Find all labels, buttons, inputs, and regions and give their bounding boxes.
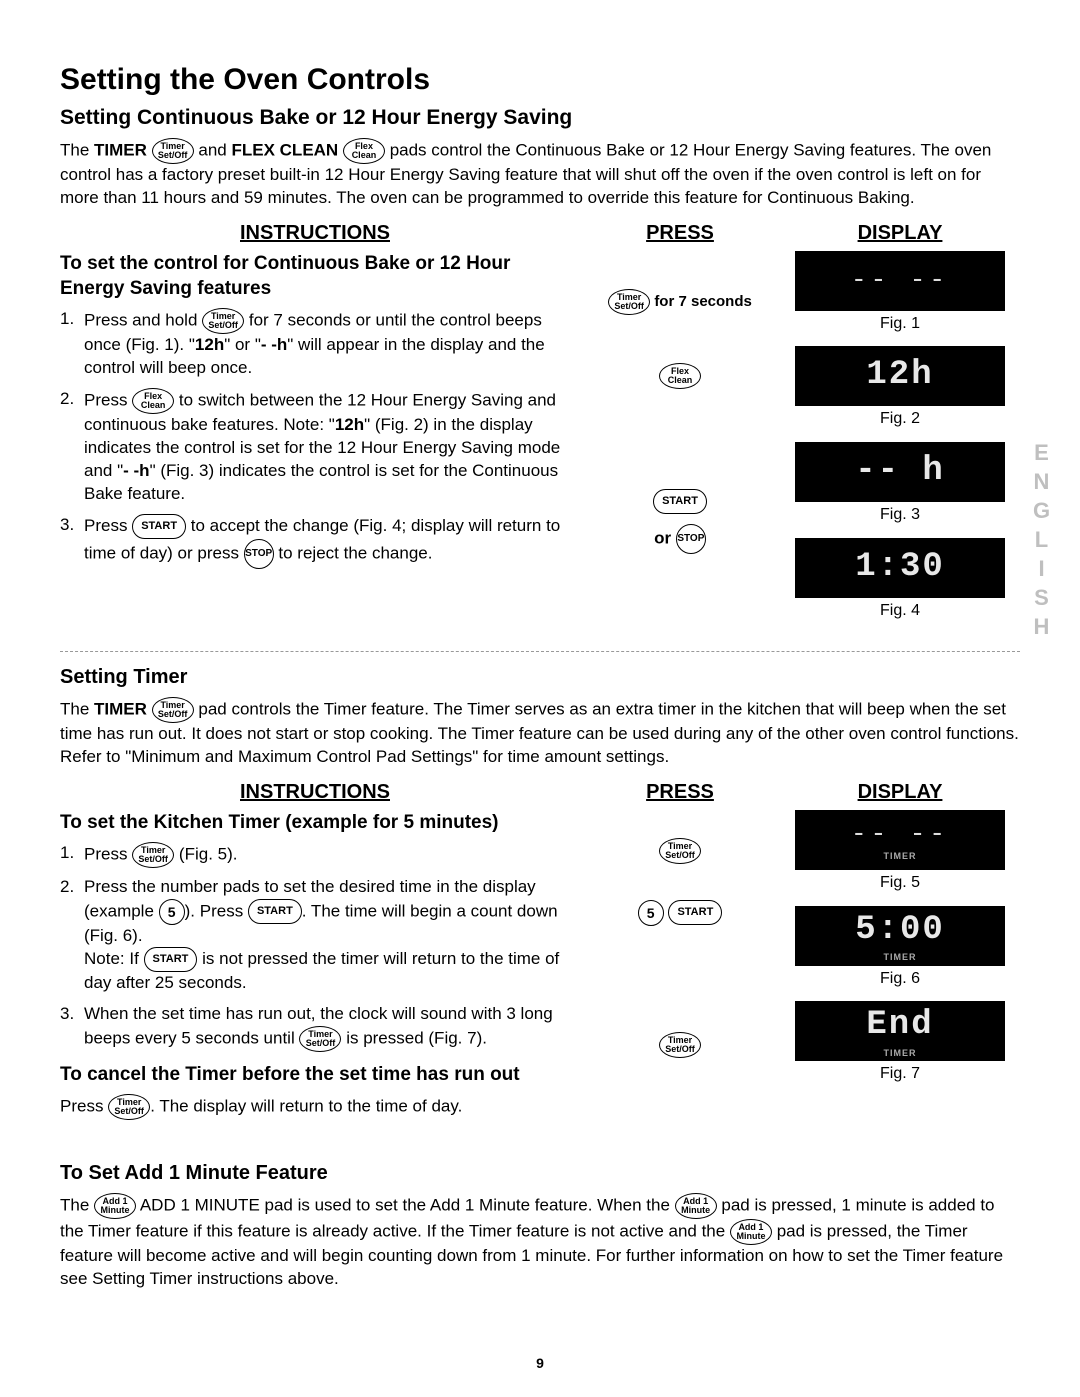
section2-subhead2: To cancel the Timer before the set time … <box>60 1062 570 1088</box>
col-press-header: PRESS <box>580 779 780 806</box>
display-fig4: 1:30 <box>795 538 1005 598</box>
section3-heading: To Set Add 1 Minute Feature <box>60 1160 1020 1187</box>
display-fig7: End TIMER <box>795 1001 1005 1061</box>
timer-pad-icon: TimerSet/Off <box>132 842 174 868</box>
divider <box>60 651 1020 652</box>
add1-pad-icon: Add 1Minute <box>94 1193 136 1219</box>
fig5-label: Fig. 5 <box>780 872 1020 894</box>
display-fig2: 12h <box>795 346 1005 406</box>
timer-pad-icon: TimerSet/Off <box>152 138 194 164</box>
timer-pad-icon: TimerSet/Off <box>152 697 194 723</box>
press-timer-end: TimerSet/Off <box>580 1032 780 1058</box>
section2-subhead1: To set the Kitchen Timer (example for 5 … <box>60 810 570 836</box>
fig3-label: Fig. 3 <box>780 504 1020 526</box>
section1-heading: Setting Continuous Bake or 12 Hour Energ… <box>60 104 1020 132</box>
start-pad-icon: START <box>144 947 198 972</box>
page-number: 9 <box>0 1354 1080 1373</box>
press-timer: TimerSet/Off <box>580 838 780 864</box>
section1-intro: The TIMER TimerSet/Off and FLEX CLEAN Fl… <box>60 138 1020 210</box>
section2-heading: Setting Timer <box>60 664 1020 691</box>
col-press-header: PRESS <box>580 220 780 247</box>
col-display-header: DISPLAY <box>780 779 1020 806</box>
press-timer-7s: TimerSet/Off for 7 seconds <box>580 289 780 315</box>
fig1-label: Fig. 1 <box>780 313 1020 335</box>
numpad-5-icon: 5 <box>638 900 664 926</box>
start-pad-icon: START <box>668 900 722 925</box>
timer-pad-icon: TimerSet/Off <box>108 1094 150 1120</box>
press-5-start: 5 START <box>580 900 780 926</box>
fig2-label: Fig. 2 <box>780 408 1020 430</box>
s2-step1: 1. Press TimerSet/Off (Fig. 5). <box>84 842 570 868</box>
flex-pad-icon: FlexClean <box>132 388 174 414</box>
fig6-label: Fig. 6 <box>780 968 1020 990</box>
start-pad-icon: START <box>132 514 186 539</box>
start-pad-icon: START <box>653 489 707 514</box>
col-display-header: DISPLAY <box>780 220 1020 247</box>
stop-pad-icon: STOP <box>244 539 274 569</box>
s1-step2: 2. Press FlexClean to switch between the… <box>84 388 570 506</box>
timer-pad-icon: TimerSet/Off <box>202 308 244 334</box>
fig4-label: Fig. 4 <box>780 600 1020 622</box>
fig7-label: Fig. 7 <box>780 1063 1020 1085</box>
timer-pad-icon: TimerSet/Off <box>659 838 701 864</box>
s1-step3: 3. Press START to accept the change (Fig… <box>84 514 570 569</box>
numpad-5-icon: 5 <box>159 899 185 925</box>
section1-table: INSTRUCTIONS To set the control for Cont… <box>60 220 1020 633</box>
display-fig5: -- -- TIMER <box>795 810 1005 870</box>
start-pad-icon: START <box>248 899 302 924</box>
s1-step1: 1. Press and hold TimerSet/Off for 7 sec… <box>84 308 570 380</box>
col-instructions-header: INSTRUCTIONS <box>60 220 570 247</box>
s2-step3: 3. When the set time has run out, the cl… <box>84 1003 570 1052</box>
press-stop: or STOP <box>580 524 780 554</box>
timer-pad-icon: TimerSet/Off <box>299 1026 341 1052</box>
add1-pad-icon: Add 1Minute <box>730 1219 772 1245</box>
flex-pad-icon: FlexClean <box>343 138 385 164</box>
col-instructions-header: INSTRUCTIONS <box>60 779 570 806</box>
press-start: START <box>580 489 780 514</box>
display-fig1: -- -- <box>795 251 1005 311</box>
flex-pad-icon: FlexClean <box>659 363 701 389</box>
press-flex: FlexClean <box>580 363 780 389</box>
section2-cancel: Press TimerSet/Off. The display will ret… <box>60 1094 570 1120</box>
language-tab: ENGLISH <box>1026 440 1056 643</box>
s2-step2: 2. Press the number pads to set the desi… <box>84 876 570 996</box>
section2-table: INSTRUCTIONS To set the Kitchen Timer (e… <box>60 779 1020 1120</box>
timer-pad-icon: TimerSet/Off <box>608 289 650 315</box>
page-title: Setting the Oven Controls <box>60 60 1020 101</box>
section3-body: The Add 1Minute ADD 1 MINUTE pad is used… <box>60 1193 1020 1291</box>
timer-pad-icon: TimerSet/Off <box>659 1032 701 1058</box>
display-fig6: 5:00 TIMER <box>795 906 1005 966</box>
section2-intro: The TIMER TimerSet/Off pad controls the … <box>60 697 1020 769</box>
display-fig3: -- h <box>795 442 1005 502</box>
stop-pad-icon: STOP <box>676 524 706 554</box>
section1-subhead: To set the control for Continuous Bake o… <box>60 251 570 302</box>
add1-pad-icon: Add 1Minute <box>675 1193 717 1219</box>
